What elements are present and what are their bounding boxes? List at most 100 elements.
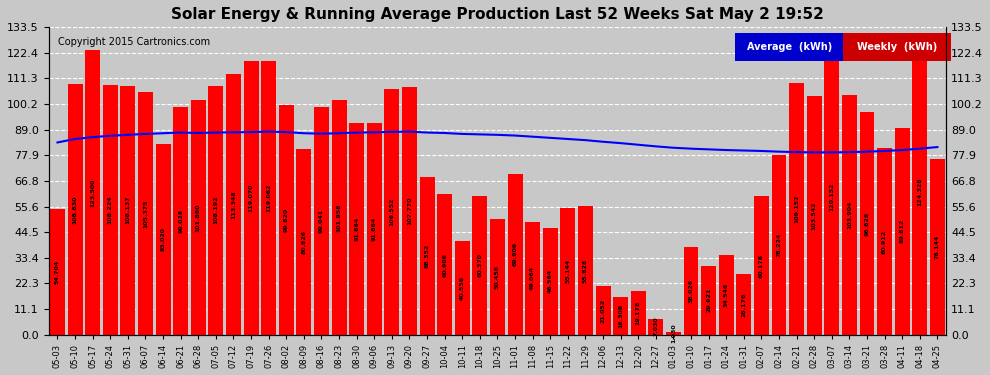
Bar bbox=[191, 100, 206, 335]
Text: 40.556: 40.556 bbox=[459, 276, 464, 300]
Bar bbox=[103, 86, 118, 335]
Bar bbox=[578, 206, 593, 335]
Text: 96.628: 96.628 bbox=[864, 211, 869, 236]
Bar bbox=[208, 86, 224, 335]
Text: 119.062: 119.062 bbox=[266, 183, 271, 212]
Bar bbox=[438, 195, 452, 335]
Text: 54.704: 54.704 bbox=[55, 260, 60, 284]
Text: 49.064: 49.064 bbox=[530, 266, 536, 290]
Text: 103.904: 103.904 bbox=[846, 201, 852, 229]
Bar bbox=[314, 106, 329, 335]
Text: 69.906: 69.906 bbox=[513, 242, 518, 266]
Bar bbox=[366, 123, 382, 335]
Text: 34.546: 34.546 bbox=[724, 283, 729, 307]
Bar bbox=[648, 319, 663, 335]
Bar bbox=[349, 123, 364, 335]
Bar bbox=[384, 89, 399, 335]
Text: 108.830: 108.830 bbox=[72, 195, 77, 223]
Bar bbox=[525, 222, 541, 335]
Bar bbox=[85, 50, 100, 335]
Text: 91.864: 91.864 bbox=[371, 217, 377, 241]
Text: 78.224: 78.224 bbox=[776, 232, 781, 257]
Text: 99.041: 99.041 bbox=[319, 209, 324, 233]
FancyBboxPatch shape bbox=[842, 33, 950, 61]
Bar bbox=[472, 196, 487, 335]
Bar bbox=[155, 144, 170, 335]
Text: 60.370: 60.370 bbox=[477, 253, 482, 277]
Text: 19.178: 19.178 bbox=[636, 301, 641, 325]
Text: 76.144: 76.144 bbox=[935, 235, 940, 259]
Text: 108.137: 108.137 bbox=[126, 196, 131, 225]
Text: 46.564: 46.564 bbox=[547, 269, 552, 293]
Bar bbox=[666, 332, 681, 335]
Text: 109.152: 109.152 bbox=[794, 195, 799, 223]
Text: 83.020: 83.020 bbox=[160, 227, 165, 251]
Bar bbox=[226, 74, 241, 335]
Text: 99.820: 99.820 bbox=[284, 208, 289, 232]
Text: 101.958: 101.958 bbox=[337, 203, 342, 232]
Bar bbox=[296, 148, 311, 335]
Bar bbox=[807, 96, 822, 335]
Text: Weekly  (kWh): Weekly (kWh) bbox=[856, 42, 937, 52]
Bar bbox=[560, 208, 575, 335]
Text: 38.026: 38.026 bbox=[688, 279, 694, 303]
Text: 108.192: 108.192 bbox=[214, 196, 219, 224]
Title: Solar Energy & Running Average Production Last 52 Weeks Sat May 2 19:52: Solar Energy & Running Average Productio… bbox=[171, 7, 824, 22]
Bar bbox=[737, 274, 751, 335]
FancyBboxPatch shape bbox=[736, 33, 842, 61]
Bar bbox=[420, 177, 435, 335]
Bar bbox=[877, 148, 892, 335]
Text: 99.028: 99.028 bbox=[178, 209, 183, 233]
Bar bbox=[543, 228, 557, 335]
Text: 29.921: 29.921 bbox=[706, 288, 711, 312]
Text: 16.308: 16.308 bbox=[618, 304, 623, 328]
Bar bbox=[754, 196, 769, 335]
Text: 113.348: 113.348 bbox=[231, 190, 236, 219]
Text: 91.864: 91.864 bbox=[354, 217, 359, 241]
Bar bbox=[683, 247, 699, 335]
Bar bbox=[490, 219, 505, 335]
Text: 120.152: 120.152 bbox=[830, 182, 835, 211]
Text: 89.812: 89.812 bbox=[900, 219, 905, 243]
Bar bbox=[859, 112, 874, 335]
Bar bbox=[50, 209, 65, 335]
Text: 105.375: 105.375 bbox=[143, 199, 148, 228]
Bar bbox=[508, 174, 523, 335]
Text: 26.176: 26.176 bbox=[742, 292, 746, 317]
Bar bbox=[719, 255, 734, 335]
Bar bbox=[244, 60, 258, 335]
Text: 108.224: 108.224 bbox=[108, 196, 113, 224]
Bar bbox=[138, 92, 152, 335]
Text: 107.770: 107.770 bbox=[407, 196, 412, 225]
Text: 101.880: 101.880 bbox=[196, 203, 201, 232]
Bar bbox=[930, 159, 944, 335]
Bar bbox=[613, 297, 628, 335]
Text: 106.552: 106.552 bbox=[389, 198, 394, 226]
Bar bbox=[596, 286, 611, 335]
Text: 68.352: 68.352 bbox=[425, 244, 430, 268]
Text: 60.176: 60.176 bbox=[759, 254, 764, 278]
Bar bbox=[261, 60, 276, 335]
Text: 119.070: 119.070 bbox=[248, 183, 253, 212]
Bar bbox=[402, 87, 417, 335]
Bar bbox=[895, 128, 910, 335]
Bar bbox=[279, 105, 294, 335]
Bar bbox=[825, 58, 840, 335]
Bar bbox=[789, 83, 804, 335]
Bar bbox=[771, 154, 786, 335]
Text: 7.030: 7.030 bbox=[653, 317, 658, 336]
Text: 124.328: 124.328 bbox=[918, 177, 923, 206]
Text: 21.052: 21.052 bbox=[601, 298, 606, 322]
Bar bbox=[631, 291, 645, 335]
Text: 1.030: 1.030 bbox=[671, 324, 676, 344]
Bar bbox=[67, 84, 82, 335]
Text: 55.828: 55.828 bbox=[583, 258, 588, 283]
Text: 103.542: 103.542 bbox=[812, 201, 817, 230]
Text: 60.906: 60.906 bbox=[443, 253, 447, 277]
Bar bbox=[173, 106, 188, 335]
Text: 123.500: 123.500 bbox=[90, 178, 95, 207]
Text: Average  (kWh): Average (kWh) bbox=[746, 42, 832, 52]
Text: 80.826: 80.826 bbox=[301, 230, 306, 254]
Bar bbox=[701, 266, 716, 335]
Bar bbox=[842, 96, 857, 335]
